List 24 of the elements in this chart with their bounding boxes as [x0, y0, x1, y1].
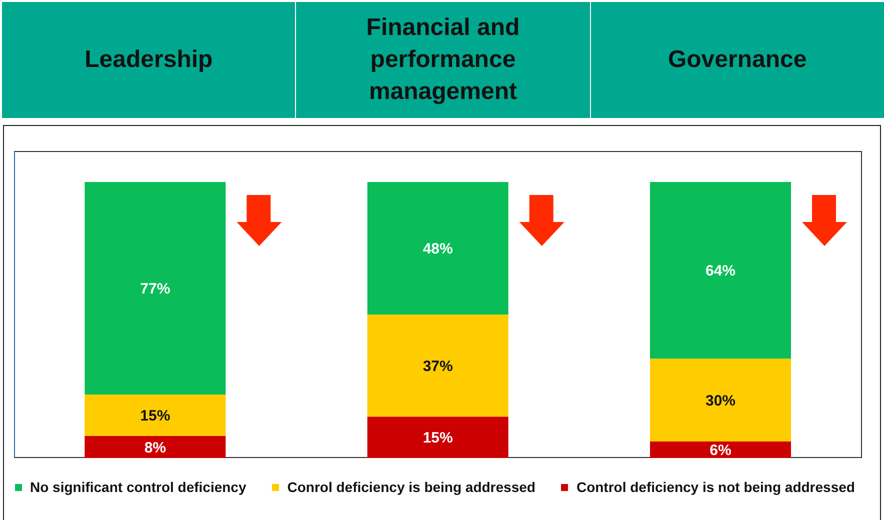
- bar: [84, 436, 226, 458]
- data-label: 8%: [144, 439, 166, 456]
- bar: [84, 394, 226, 436]
- x-tick-label: Financial and performance management: [366, 14, 520, 105]
- legend-label: No significant control deficiency: [30, 479, 246, 495]
- data-label: 6%: [710, 442, 732, 460]
- data-label: 37%: [422, 358, 453, 375]
- bar: [84, 182, 226, 395]
- bar: [367, 182, 508, 314]
- data-label: 30%: [705, 392, 736, 410]
- bar: [367, 314, 508, 417]
- legend-label: Conrol deficiency is being addressed: [287, 479, 536, 495]
- bar: [650, 441, 791, 458]
- x-tick-label: Leadership: [84, 46, 213, 73]
- bar: [650, 358, 791, 442]
- data-label: 48%: [422, 240, 453, 258]
- data-label: 64%: [705, 262, 736, 280]
- bar: [650, 182, 791, 359]
- data-label: 15%: [140, 408, 170, 425]
- legend-label: Control deficiency is not being addressed: [576, 479, 855, 495]
- data-label: 15%: [422, 430, 453, 447]
- bar: [367, 416, 508, 458]
- data-label: 77%: [140, 280, 170, 298]
- x-tick-label: Governance: [668, 46, 807, 73]
